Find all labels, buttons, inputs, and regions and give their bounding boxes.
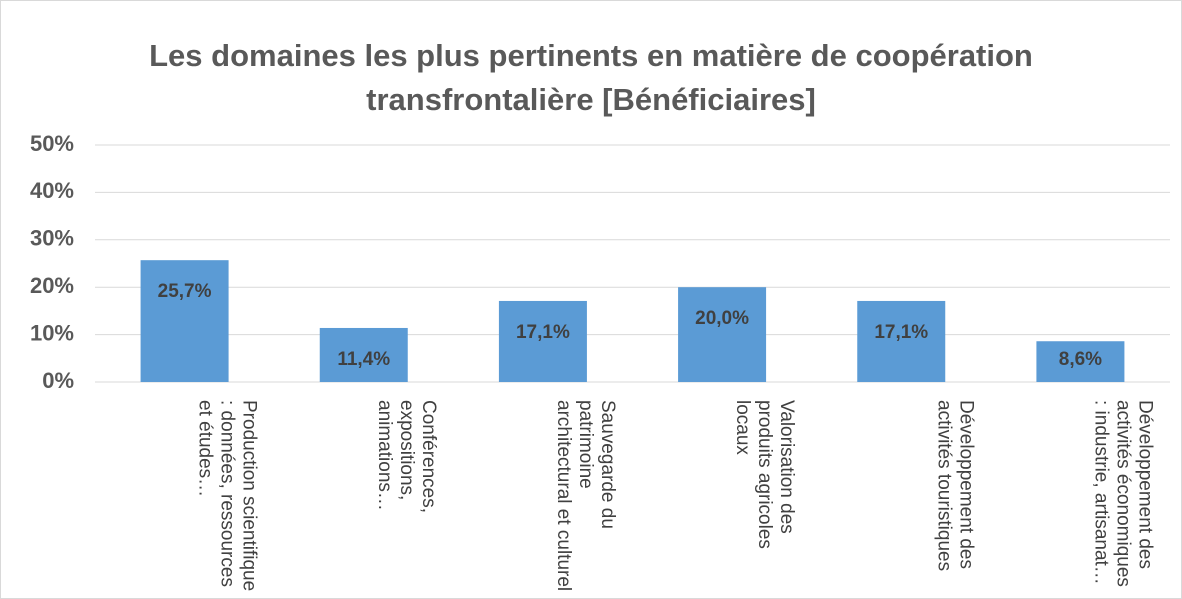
y-tick-label: 50% (30, 131, 74, 156)
value-label: 20,0% (695, 308, 749, 329)
value-label: 25,7% (158, 281, 212, 302)
x-tick-label: Sauvegarde du patrimoine architectural e… (552, 400, 618, 592)
bar (140, 260, 229, 382)
y-tick-label: 20% (30, 273, 74, 298)
x-tick-label: Production scientifique : données, resso… (194, 400, 260, 592)
x-tick-label: Valorisation des produits agricoles loca… (732, 400, 798, 549)
bar (498, 300, 587, 382)
x-tick-label: Développement des activités touristiques (933, 400, 977, 572)
value-label: 17,1% (874, 322, 928, 343)
bar (678, 287, 767, 382)
bar (857, 300, 946, 382)
y-tick-label: 40% (30, 178, 74, 203)
bar (319, 327, 408, 382)
value-label: 8,6% (1059, 349, 1102, 370)
bar (1036, 341, 1125, 382)
y-tick-label: 0% (42, 368, 74, 393)
value-label: 17,1% (516, 322, 570, 343)
x-tick-label: Conférences, expositions, animations… (373, 400, 439, 514)
x-tick-label: Développement des activités économiques … (1090, 400, 1156, 587)
chart-title: Les domaines les plus pertinents en mati… (149, 38, 1033, 117)
value-label: 11,4% (337, 349, 390, 370)
y-tick-label: 10% (30, 320, 74, 345)
y-tick-label: 30% (30, 226, 74, 251)
